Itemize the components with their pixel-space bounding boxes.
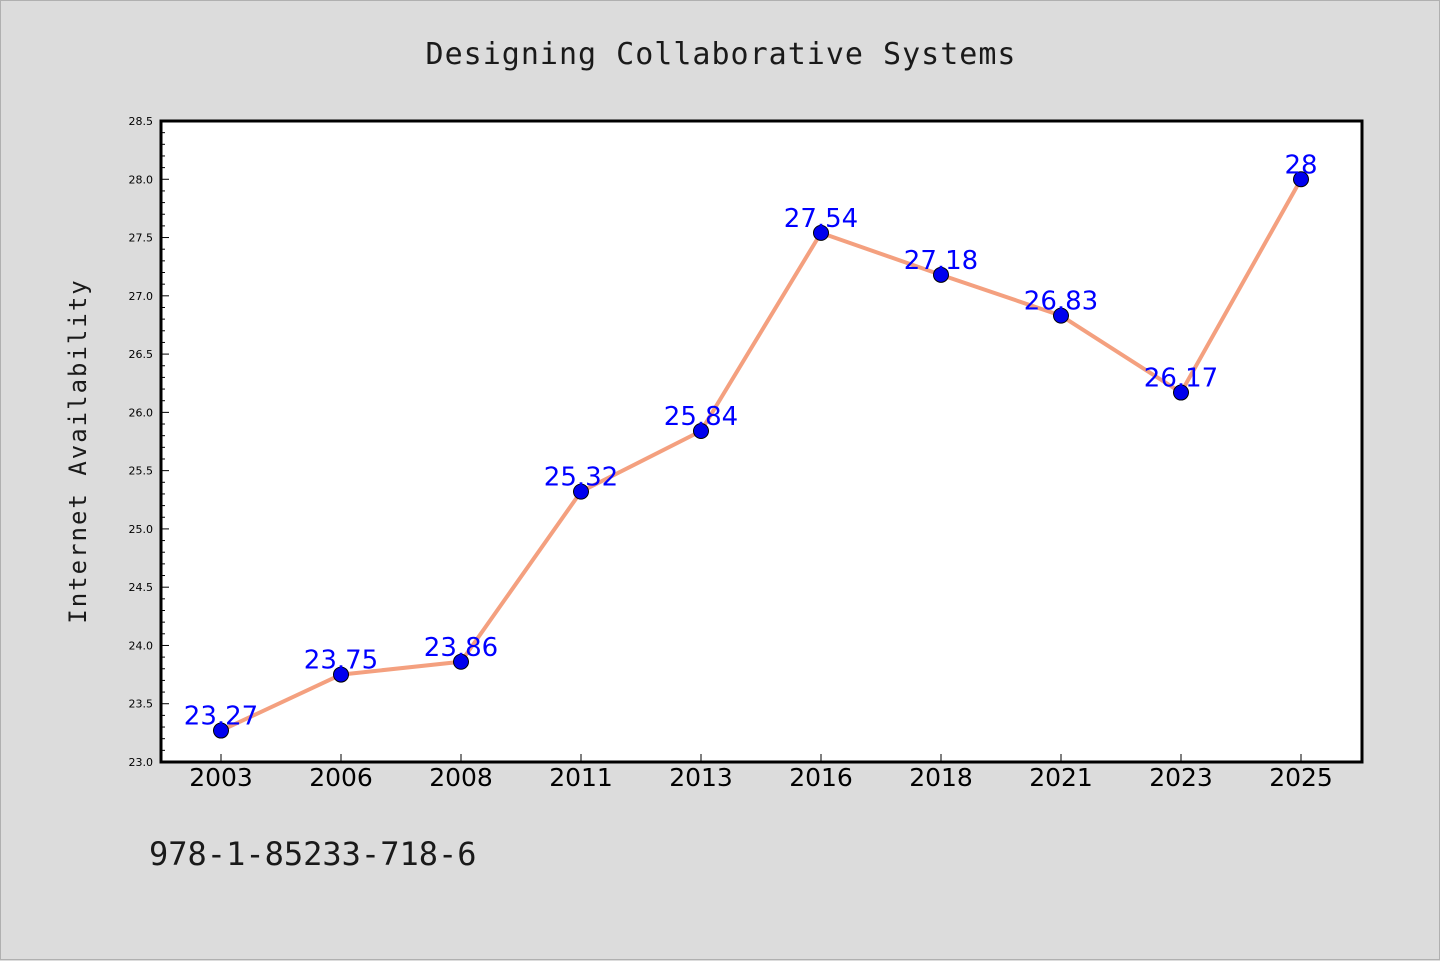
y-tick-label: 27.0	[129, 290, 154, 303]
data-label: 28	[1284, 150, 1317, 180]
series-group: 23.27 23.75 23.86 25.32 25.84 27.54 27.18 26.83…	[184, 150, 1318, 739]
x-tick-label: 2018	[909, 763, 973, 792]
y-tick-label: 24.5	[129, 581, 154, 594]
data-label: 25.84	[664, 402, 738, 432]
x-axis-ticks: 2003 2006 2008 2011 2013 2016 2018 2021 2023 2025	[189, 754, 1333, 792]
data-point	[693, 423, 709, 440]
data-point	[813, 224, 829, 241]
x-tick-label: 2008	[429, 763, 493, 792]
y-tick-label: 25.5	[129, 465, 154, 478]
x-tick-label: 2011	[549, 763, 613, 792]
y-tick-label: 28.0	[129, 173, 154, 186]
data-label: 23.27	[184, 702, 258, 732]
y-axis-label: Internet Availability	[64, 278, 92, 623]
y-axis-ticks: 23.0 23.5 24.0 24.5 25.0 25.5 26.0 26.5 27.0 27.5…	[129, 115, 169, 769]
x-tick-label: 2025	[1269, 763, 1333, 792]
x-tick-label: 2023	[1149, 763, 1213, 792]
data-point	[333, 666, 349, 683]
data-label: 23.75	[304, 646, 378, 676]
data-point	[213, 722, 229, 739]
data-label: 27.54	[784, 204, 858, 234]
data-point	[453, 653, 469, 670]
plot-frame	[159, 119, 1364, 764]
x-tick-label: 2003	[189, 763, 253, 792]
y-tick-label: 26.5	[129, 348, 154, 361]
data-point	[1173, 384, 1189, 401]
chart-title: Designing Collaborative Systems	[426, 37, 1017, 72]
data-point	[1293, 171, 1309, 188]
data-label: 23.86	[424, 633, 498, 663]
data-label: 26.17	[1144, 364, 1218, 394]
data-point	[933, 266, 949, 283]
y-tick-label: 24.0	[129, 639, 154, 652]
data-label: 27.18	[904, 246, 978, 276]
data-label: 25.32	[544, 463, 618, 493]
y-tick-label: 27.5	[129, 232, 154, 245]
x-tick-label: 2013	[669, 763, 733, 792]
y-tick-label: 23.5	[129, 698, 154, 711]
data-point	[1053, 307, 1069, 324]
y-tick-label: 28.5	[129, 115, 154, 128]
y-tick-label: 26.0	[129, 406, 154, 419]
series-line	[220, 178, 1303, 733]
data-label: 26.83	[1024, 287, 1098, 317]
plot-area	[161, 121, 1362, 762]
x-tick-label: 2016	[789, 763, 853, 792]
x-tick-label: 2006	[309, 763, 373, 792]
x-tick-label: 2021	[1029, 763, 1093, 792]
y-tick-label: 25.0	[129, 523, 154, 536]
data-point	[573, 483, 589, 500]
footer-isbn: 978-1-85233-718-6	[149, 835, 477, 873]
y-tick-label: 23.0	[129, 756, 154, 769]
